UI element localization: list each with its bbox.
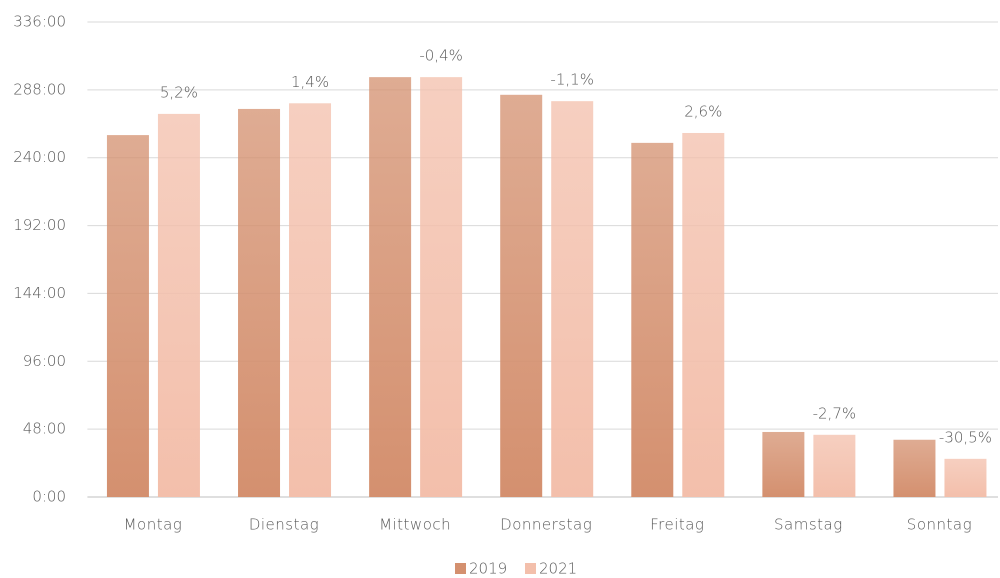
bar (762, 431, 805, 497)
bar (551, 101, 594, 498)
annotation: -1,1% (550, 71, 594, 89)
x-tick-label: Donnerstag (500, 516, 592, 534)
bar (369, 77, 412, 498)
bar (813, 434, 856, 497)
annotation: 5,2% (160, 83, 198, 101)
y-tick-label: 0:00 (32, 488, 66, 506)
y-tick-label: 96:00 (23, 352, 66, 370)
annotation: -30,5% (939, 428, 992, 446)
y-tick-label: 192:00 (13, 216, 66, 234)
bar (106, 135, 149, 497)
y-tick-label: 288:00 (13, 80, 66, 98)
legend-swatch (525, 563, 536, 574)
bar (238, 108, 281, 498)
bar (944, 458, 987, 497)
annotation: -0,4% (419, 47, 463, 65)
y-tick-label: 336:00 (13, 13, 66, 31)
bar (500, 94, 543, 498)
bar (289, 103, 332, 497)
bar (157, 113, 200, 497)
annotation: 2,6% (684, 102, 722, 120)
y-tick-label: 144:00 (13, 284, 66, 302)
bar (631, 142, 674, 497)
bar (420, 77, 463, 498)
y-tick-label: 240:00 (13, 148, 66, 166)
legend-swatch (455, 563, 466, 574)
x-tick-label: Montag (124, 516, 183, 534)
x-tick-label: Dienstag (249, 516, 319, 534)
y-tick-label: 48:00 (23, 420, 66, 438)
annotation: 1,4% (291, 73, 329, 91)
bar (893, 439, 936, 497)
x-tick-label: Samstag (774, 516, 843, 534)
x-tick-label: Sonntag (907, 516, 972, 534)
x-tick-label: Mittwoch (379, 516, 451, 534)
legend-label: 2019 (469, 560, 507, 578)
bar (682, 132, 725, 497)
annotation: -2,7% (813, 404, 857, 422)
x-tick-label: Freitag (650, 516, 704, 534)
legend-label: 2021 (539, 560, 577, 578)
